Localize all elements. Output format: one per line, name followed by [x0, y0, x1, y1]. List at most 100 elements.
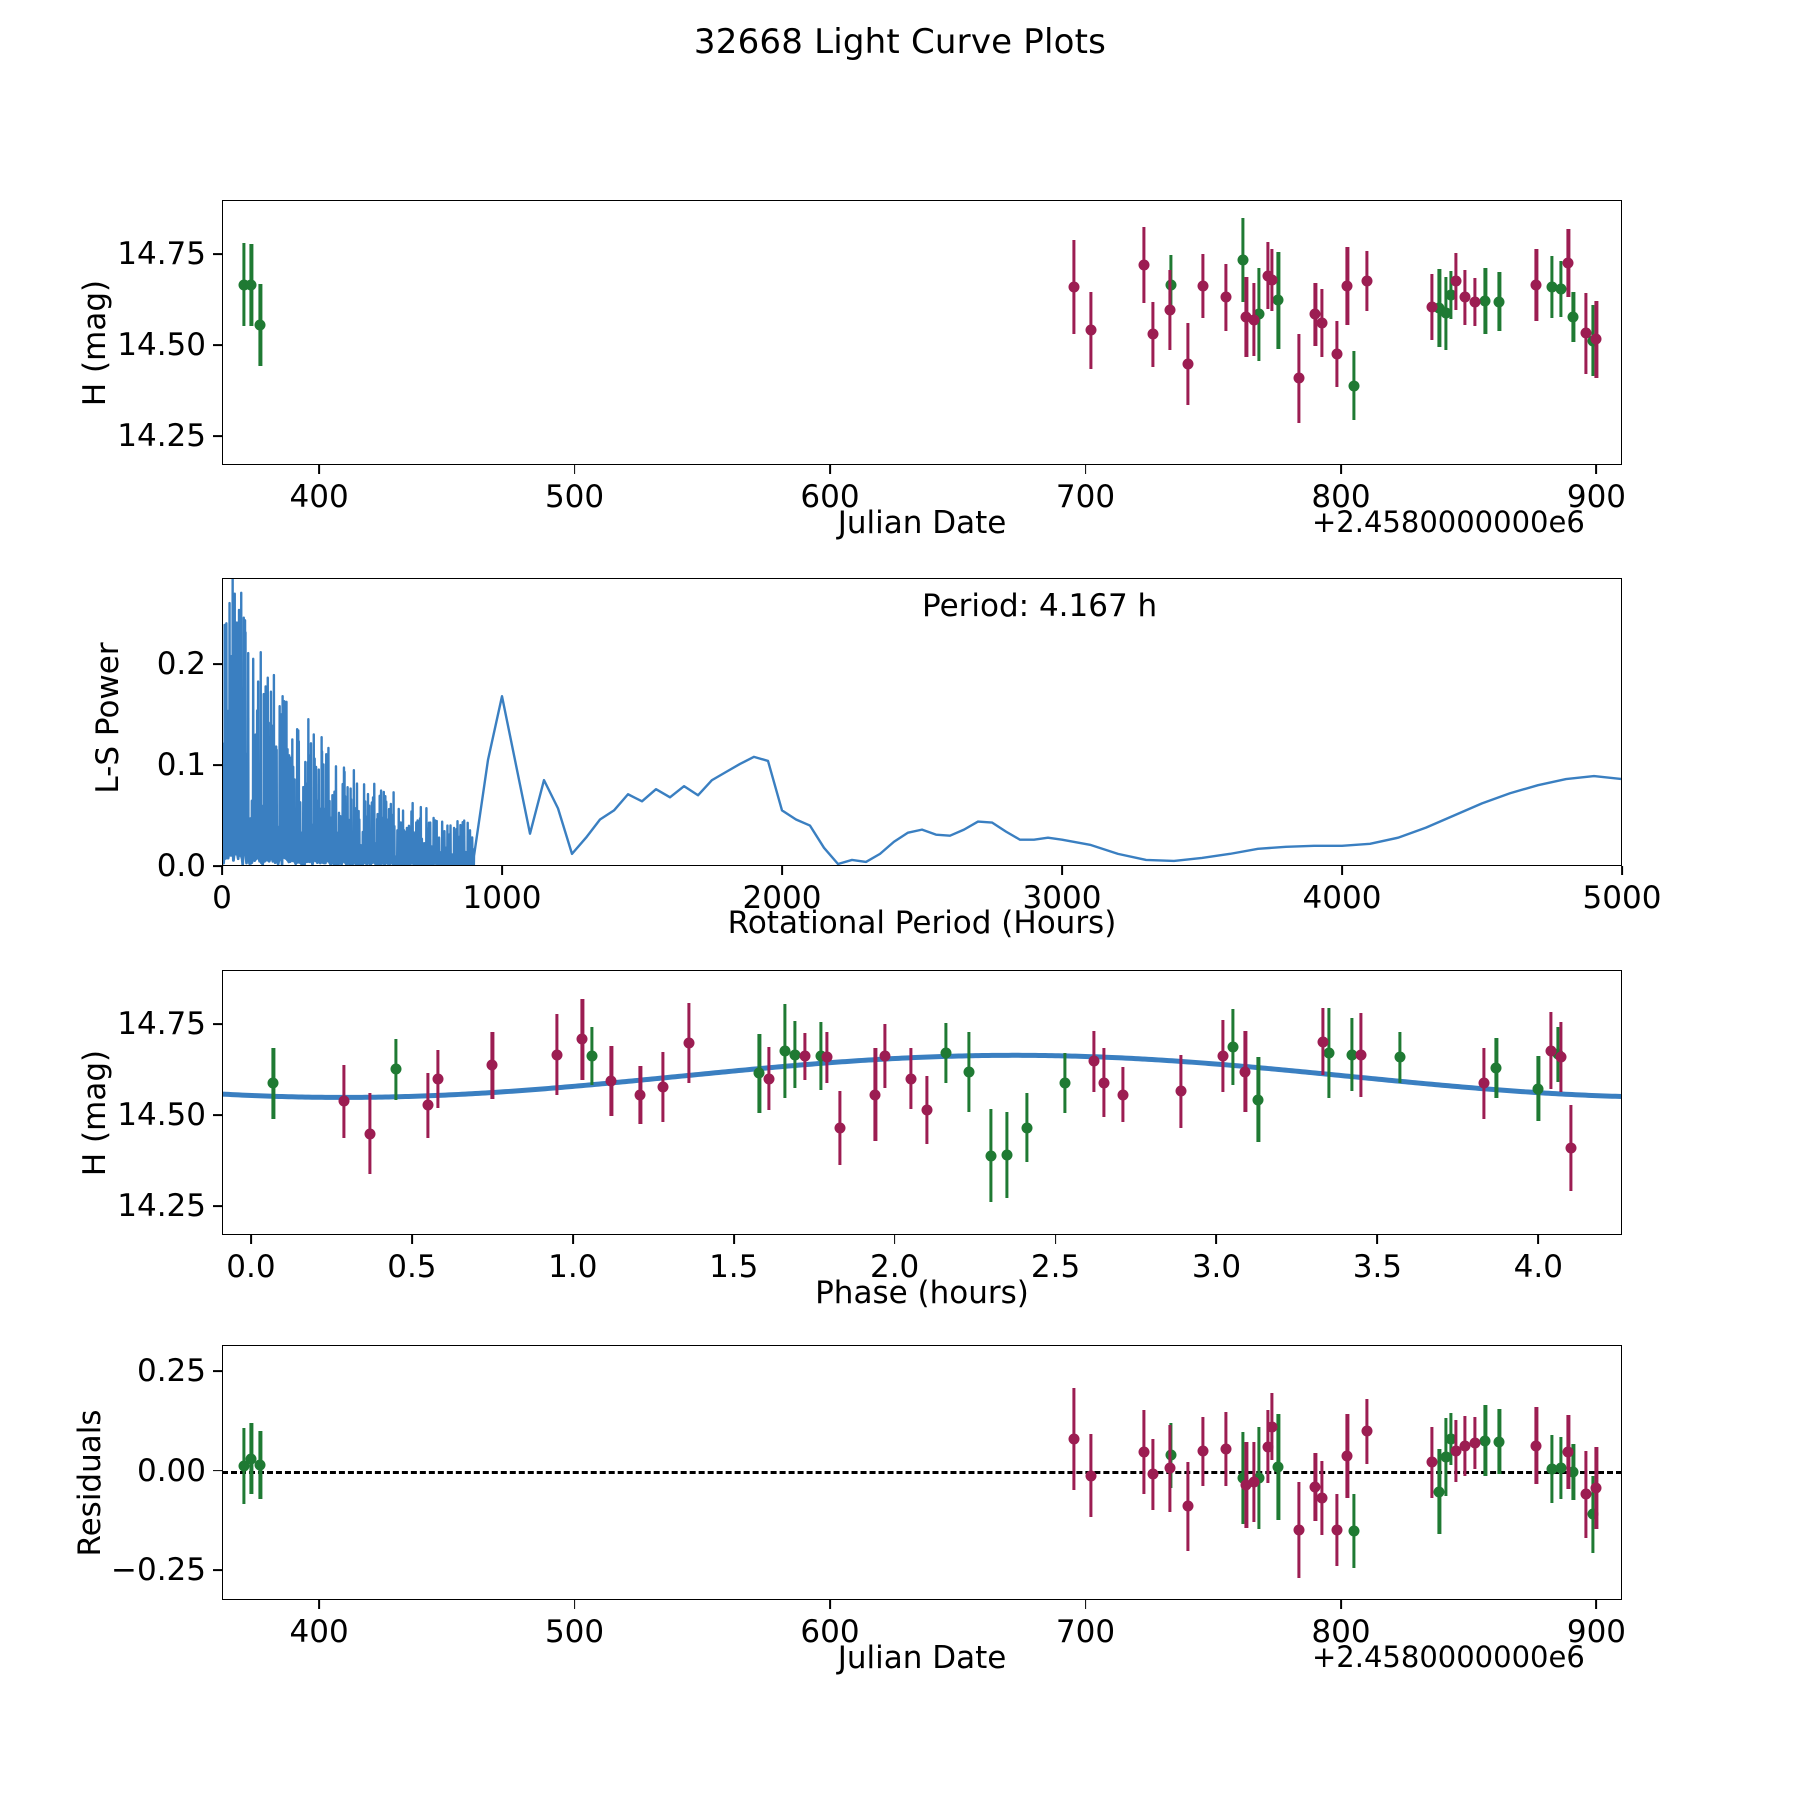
periodogram-plot-area	[222, 578, 1622, 866]
data-point	[1530, 1440, 1542, 1452]
data-point	[1490, 1062, 1502, 1074]
x-tick-label: 0	[212, 880, 232, 916]
periodogram-xlabel: Rotational Period (Hours)	[727, 905, 1117, 941]
data-point	[921, 1104, 933, 1116]
data-point	[1220, 1443, 1232, 1455]
data-point	[1469, 1437, 1481, 1449]
data-point	[634, 1089, 646, 1101]
data-point	[879, 1050, 891, 1062]
data-point	[1197, 280, 1209, 292]
x-tick-label: 2.5	[1030, 1249, 1081, 1285]
y-tick-label: 14.75	[117, 1006, 206, 1043]
data-point	[1567, 311, 1579, 323]
data-point	[1433, 302, 1445, 314]
data-point	[1138, 259, 1150, 271]
data-point	[1266, 1421, 1278, 1433]
data-point	[1217, 1050, 1229, 1062]
y-tick-label: −0.25	[111, 1552, 206, 1589]
zero-reference-line	[222, 1470, 1622, 1474]
residuals-plot-area	[222, 1345, 1622, 1600]
y-tick-mark	[213, 435, 222, 437]
data-point	[657, 1081, 669, 1093]
data-point	[390, 1063, 402, 1075]
x-tick-label: 5000	[1582, 880, 1662, 916]
x-tick-label: 0.5	[387, 1249, 437, 1285]
y-tick-label: 0.2	[156, 645, 206, 682]
x-tick-label: 3.5	[1352, 1249, 1403, 1285]
y-tick-mark	[213, 1469, 222, 1472]
data-point	[1220, 291, 1232, 303]
data-point	[254, 1459, 266, 1471]
y-tick-label: 14.50	[117, 327, 206, 364]
data-point	[1085, 1470, 1097, 1482]
data-point	[254, 319, 266, 331]
x-tick-mark	[1340, 465, 1342, 474]
data-point	[1530, 279, 1542, 291]
data-point	[1253, 308, 1265, 320]
data-point	[1309, 308, 1321, 320]
data-point	[1546, 1463, 1558, 1475]
data-point	[605, 1075, 617, 1087]
data-point	[1555, 1462, 1567, 1474]
y-tick-mark	[213, 1369, 222, 1372]
data-point	[1117, 1089, 1129, 1101]
data-point	[1440, 1451, 1452, 1463]
y-tick-mark	[213, 1205, 222, 1207]
data-point	[1317, 1036, 1329, 1047]
x-tick-label: 400	[289, 479, 349, 515]
data-point	[1445, 289, 1457, 301]
data-point	[1309, 1481, 1321, 1493]
data-point	[815, 1050, 827, 1062]
data-point	[1450, 1445, 1462, 1457]
data-point	[1346, 1049, 1358, 1061]
data-point	[1068, 1433, 1080, 1445]
data-point	[1341, 1450, 1353, 1462]
x-tick-label: 900	[1566, 479, 1627, 515]
data-point	[905, 1073, 917, 1085]
x-tick-label: 1.0	[548, 1249, 598, 1285]
data-point	[1545, 1045, 1557, 1057]
x-tick-label: 800	[1311, 479, 1371, 515]
data-point	[1237, 1472, 1249, 1484]
x-tick-mark	[501, 866, 503, 875]
data-point	[1240, 311, 1252, 323]
x-tick-label: 2.0	[869, 1249, 920, 1285]
phasefold-plot-area	[222, 970, 1622, 1235]
y-tick-mark	[213, 253, 222, 256]
data-point	[963, 1066, 975, 1078]
y-tick-mark	[213, 1569, 222, 1572]
data-point	[1331, 1524, 1343, 1536]
x-tick-mark	[732, 1235, 735, 1244]
x-tick-mark	[573, 465, 576, 474]
data-point	[1138, 1446, 1150, 1458]
figure-title: 32668 Light Curve Plots	[693, 22, 1107, 62]
data-point	[1182, 358, 1194, 370]
data-point	[551, 1049, 563, 1061]
data-point	[985, 1150, 997, 1162]
x-tick-mark	[571, 1235, 574, 1244]
data-point	[245, 279, 257, 291]
x-tick-label: 0.0	[226, 1249, 276, 1285]
data-point	[1272, 294, 1284, 306]
data-point	[1239, 1066, 1251, 1078]
data-point	[1253, 1472, 1265, 1484]
x-tick-label: 500	[544, 1614, 605, 1650]
data-point	[834, 1122, 846, 1134]
data-point	[1459, 291, 1471, 303]
x-tick-label: 500	[544, 479, 605, 515]
data-point	[1493, 296, 1505, 308]
data-point	[1555, 1051, 1567, 1063]
x-tick-label: 1.5	[709, 1249, 759, 1285]
x-tick-mark	[250, 1235, 252, 1244]
data-point	[432, 1073, 444, 1085]
lightcurve-plot-area	[222, 200, 1622, 465]
x-tick-mark	[1054, 1235, 1057, 1244]
data-point	[245, 1453, 257, 1465]
fit-curve	[222, 1052, 1622, 1100]
data-point	[1001, 1149, 1013, 1161]
data-point	[486, 1059, 498, 1071]
y-tick-label: 14.75	[117, 236, 206, 273]
x-tick-label: 600	[800, 1614, 860, 1650]
data-point	[940, 1047, 952, 1059]
